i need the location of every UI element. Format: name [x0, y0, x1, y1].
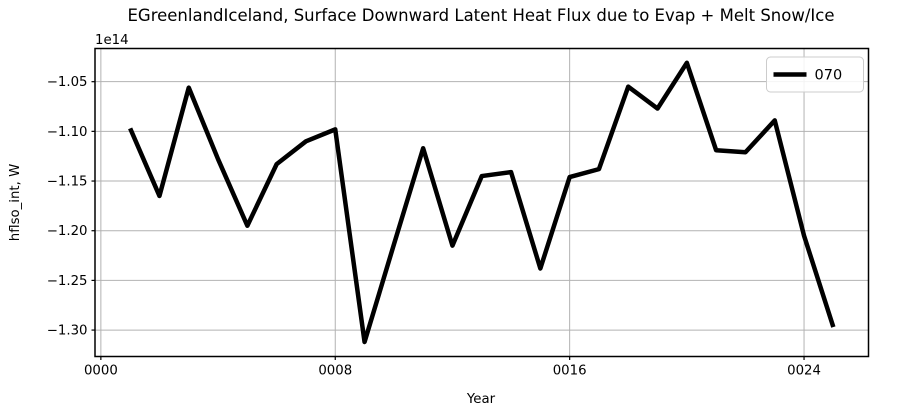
legend-box	[766, 56, 864, 93]
y-axis-offset-label: 1e14	[95, 33, 129, 48]
x-tick-label: 0016	[553, 364, 587, 379]
ticklabel-layer: −1.05 −1.10 −1.15 −1.20 −1.25 −1.30 0000 0008 00…	[47, 75, 821, 378]
x-tick-label: 0024	[787, 364, 821, 379]
plot-border	[94, 47, 870, 358]
y-tick-label: −1.25	[47, 274, 88, 289]
y-axis-label: hflso_int, W	[8, 164, 23, 241]
chart-title: EGreenlandIceland, Surface Downward Late…	[127, 6, 834, 25]
grid-layer	[95, 48, 869, 357]
y-tick-label: −1.30	[47, 324, 88, 339]
y-tick-label: −1.05	[47, 75, 88, 90]
tickmark-layer	[91, 81, 805, 360]
x-tick-label: 0008	[318, 364, 352, 379]
series-line-070	[128, 60, 836, 345]
x-axis-label: Year	[466, 392, 496, 407]
legend: 070	[766, 56, 864, 93]
y-tick-label: −1.15	[47, 175, 88, 190]
y-tick-label: −1.10	[47, 125, 88, 140]
legend-label: 070	[815, 68, 843, 84]
y-tick-label: −1.20	[47, 224, 88, 239]
x-tick-label: 0000	[84, 364, 118, 379]
